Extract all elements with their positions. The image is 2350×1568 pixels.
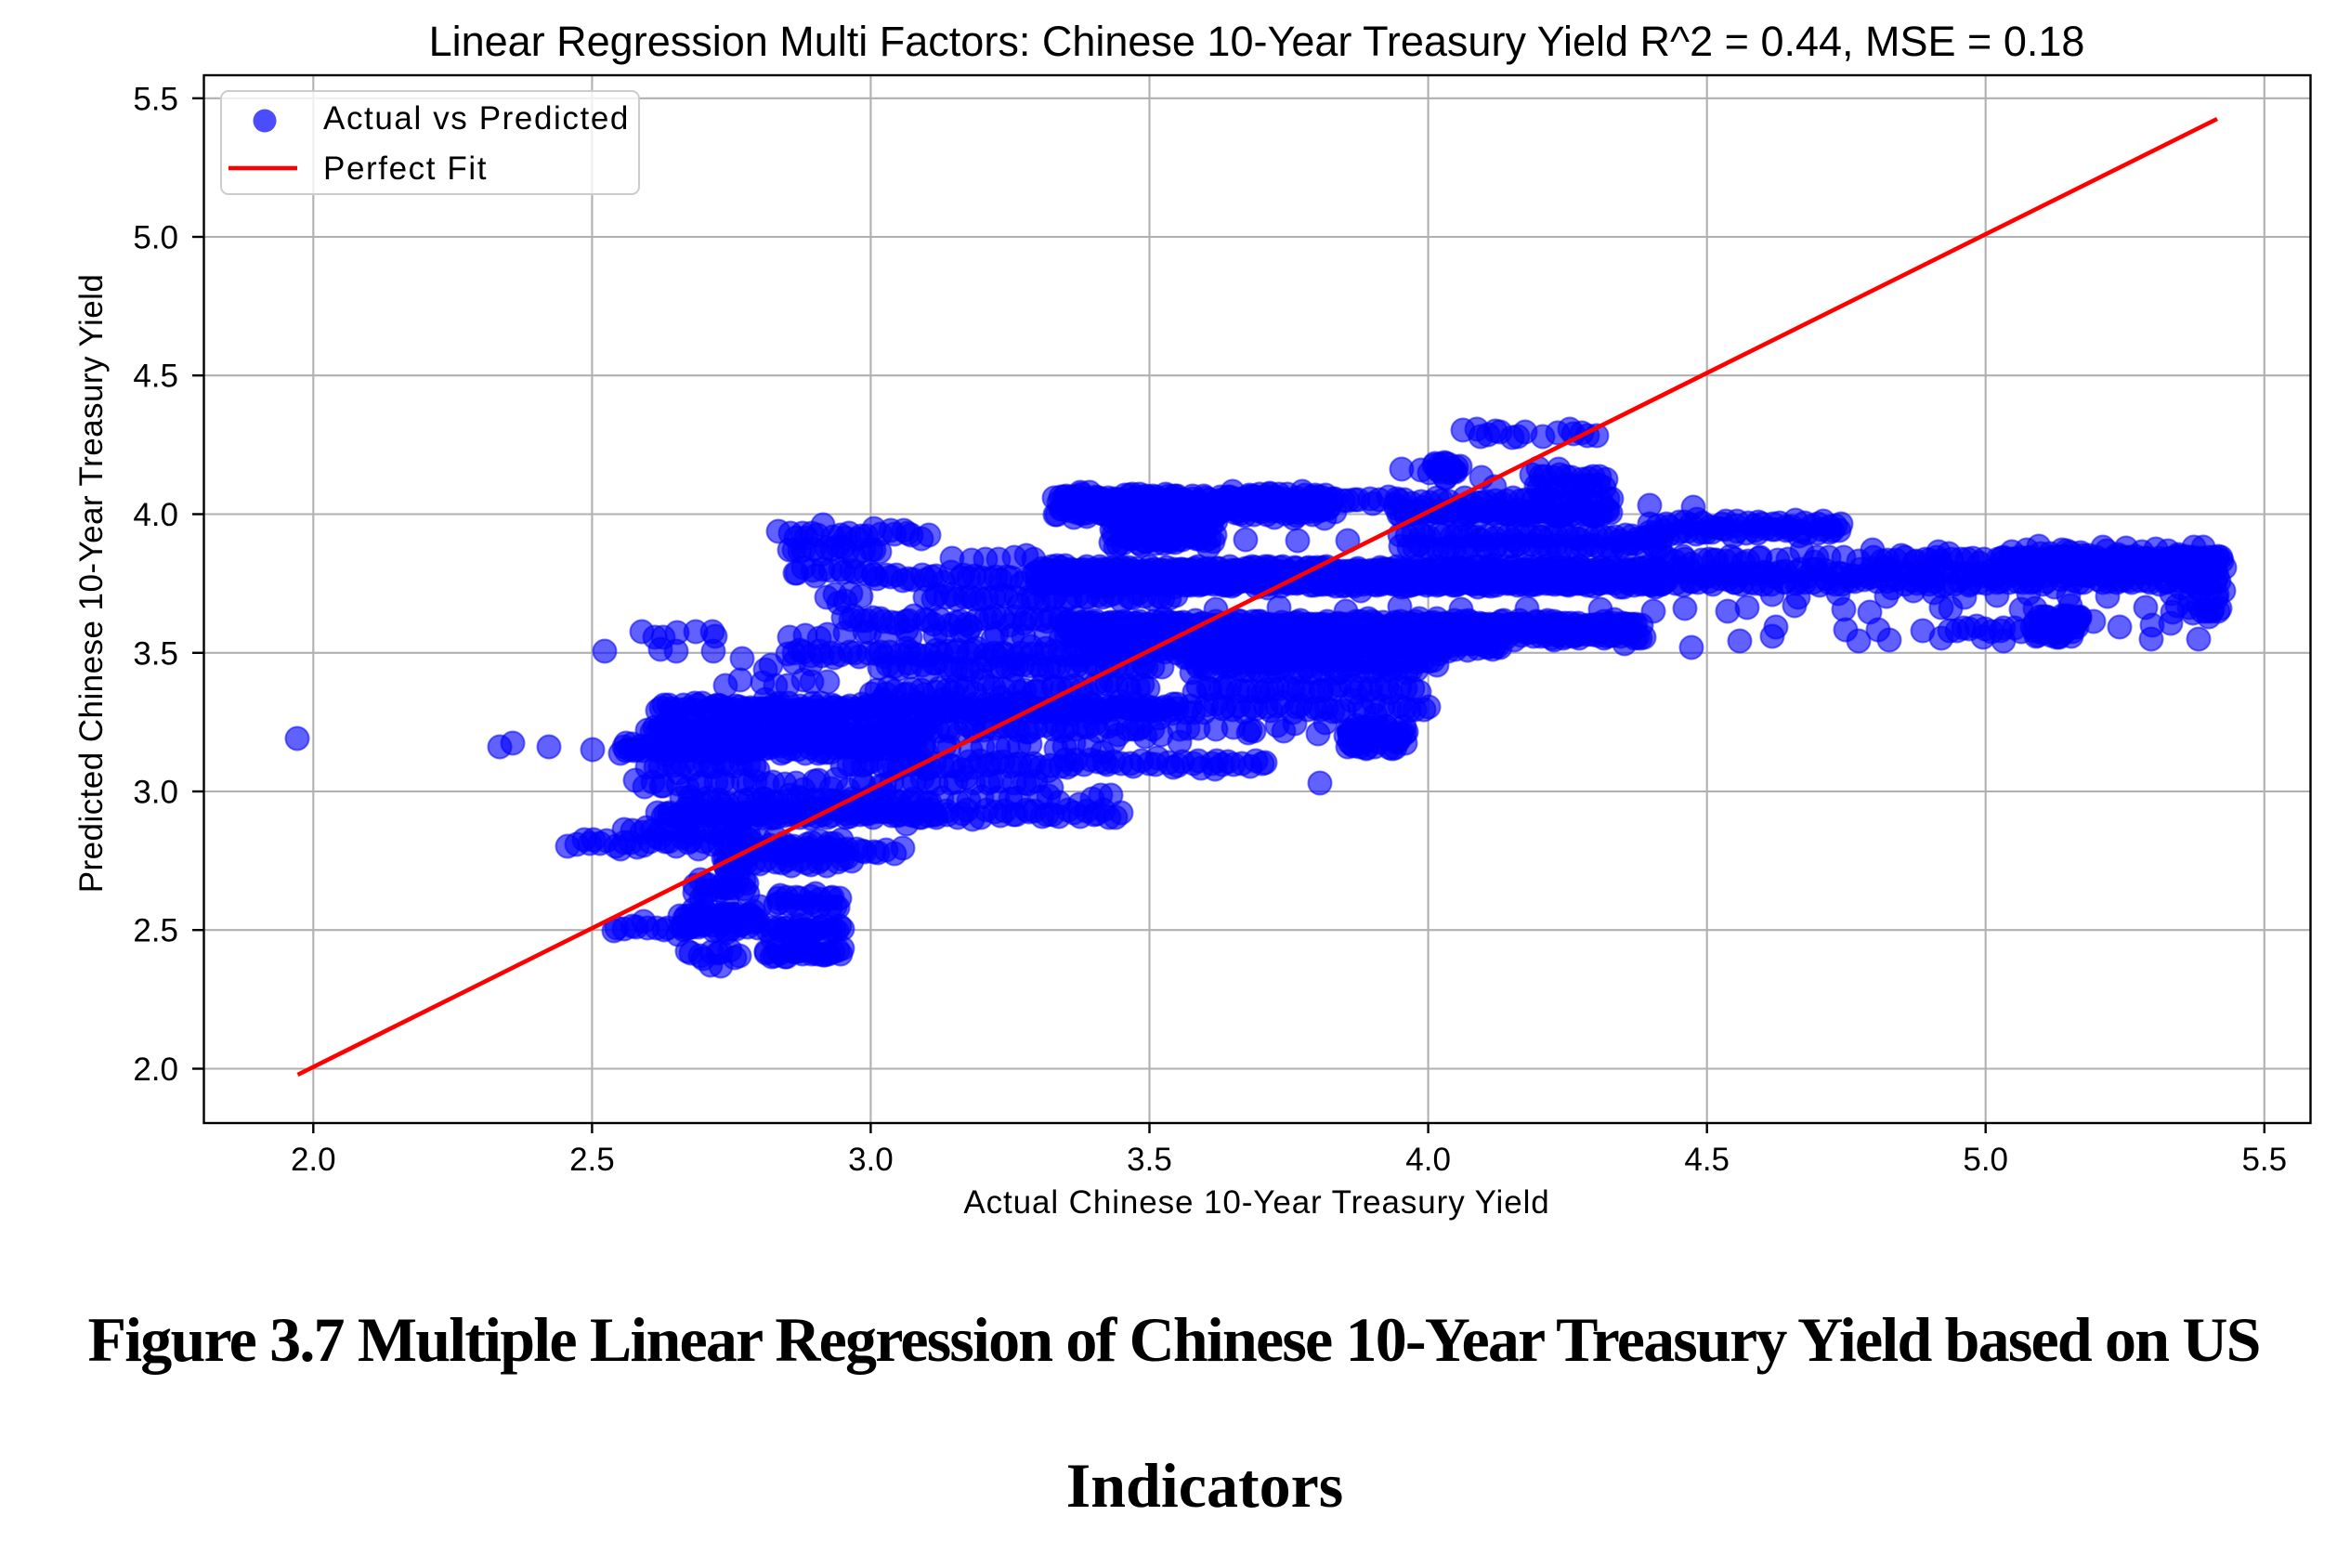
svg-text:5.5: 5.5 bbox=[133, 81, 178, 117]
svg-text:3.5: 3.5 bbox=[133, 635, 178, 672]
svg-text:Predicted Chinese 10-Year Trea: Predicted Chinese 10-Year Treasury Yield bbox=[73, 274, 110, 894]
svg-text:2.0: 2.0 bbox=[291, 1142, 336, 1178]
svg-text:4.0: 4.0 bbox=[133, 497, 178, 533]
svg-text:5.5: 5.5 bbox=[2241, 1142, 2287, 1178]
svg-text:Actual Chinese 10-Year Treasur: Actual Chinese 10-Year Treasury Yield bbox=[963, 1184, 1549, 1221]
svg-text:Linear Regression Multi Factor: Linear Regression Multi Factors: Chinese… bbox=[429, 18, 2085, 65]
svg-text:2.0: 2.0 bbox=[133, 1052, 178, 1088]
svg-text:Perfect Fit: Perfect Fit bbox=[323, 150, 488, 187]
svg-text:Indicators: Indicators bbox=[1066, 1450, 1343, 1521]
svg-text:4.5: 4.5 bbox=[1684, 1142, 1730, 1178]
svg-text:3.0: 3.0 bbox=[848, 1142, 894, 1178]
svg-text:4.5: 4.5 bbox=[133, 359, 178, 395]
svg-text:Actual vs Predicted: Actual vs Predicted bbox=[323, 100, 630, 137]
svg-text:5.0: 5.0 bbox=[1963, 1142, 2008, 1178]
svg-text:2.5: 2.5 bbox=[569, 1142, 615, 1178]
svg-text:Figure 3.7 Multiple Linear Reg: Figure 3.7 Multiple Linear Regression of… bbox=[88, 1304, 2262, 1375]
svg-text:2.5: 2.5 bbox=[133, 913, 178, 949]
svg-text:3.0: 3.0 bbox=[133, 775, 178, 811]
svg-text:4.0: 4.0 bbox=[1405, 1142, 1451, 1178]
svg-text:3.5: 3.5 bbox=[1127, 1142, 1172, 1178]
svg-text:5.0: 5.0 bbox=[133, 220, 178, 256]
